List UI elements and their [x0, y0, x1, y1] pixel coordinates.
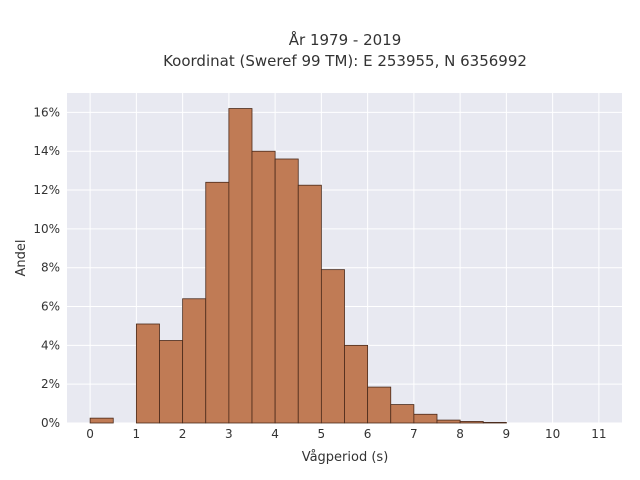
- histogram-bar: [182, 298, 207, 424]
- histogram-bar: [344, 344, 369, 424]
- x-axis-label: Vågperiod (s): [302, 450, 389, 465]
- x-tick-label: 8: [456, 427, 464, 441]
- histogram-bar: [297, 184, 322, 424]
- y-tick-label: 14%: [33, 144, 60, 158]
- histogram-bar: [228, 108, 253, 424]
- chart-title-line2: Koordinat (Sweref 99 TM): E 253955, N 63…: [163, 52, 527, 70]
- histogram-bar: [390, 404, 415, 424]
- x-tick-label: 1: [133, 427, 141, 441]
- x-tick-label: 5: [318, 427, 326, 441]
- y-tick-label: 2%: [41, 377, 60, 391]
- x-tick-label: 0: [86, 427, 94, 441]
- y-tick-label: 4%: [41, 338, 60, 352]
- x-tick-label: 10: [545, 427, 560, 441]
- histogram-bar: [251, 150, 276, 424]
- histogram-bar: [459, 421, 484, 424]
- histogram-bar: [482, 422, 507, 424]
- y-tick-label: 12%: [33, 183, 60, 197]
- y-tick-label: 10%: [33, 222, 60, 236]
- x-tick-labels: 0 1 2 3 4 5 6 7 8 9 10 11: [86, 427, 606, 441]
- y-axis-label: Andel: [14, 240, 29, 277]
- y-tick-label: 16%: [33, 105, 60, 119]
- x-tick-label: 9: [503, 427, 511, 441]
- histogram-bar: [320, 269, 345, 424]
- histogram-bar: [135, 323, 160, 424]
- x-tick-label: 3: [225, 427, 233, 441]
- x-tick-label: 7: [410, 427, 418, 441]
- histogram-bar: [436, 419, 461, 424]
- histogram-bar: [89, 417, 114, 424]
- x-tick-label: 2: [179, 427, 187, 441]
- x-tick-label: 11: [591, 427, 606, 441]
- histogram-bar: [274, 158, 299, 424]
- histogram-bar: [413, 413, 438, 424]
- x-tick-label: 6: [364, 427, 372, 441]
- bars: [89, 108, 507, 424]
- y-tick-labels: 0% 2% 4% 6% 8% 10% 12% 14% 16%: [33, 105, 60, 430]
- histogram-bar: [159, 340, 184, 424]
- y-tick-label: 0%: [41, 416, 60, 430]
- x-tick-label: 4: [271, 427, 279, 441]
- y-tick-label: 8%: [41, 261, 60, 275]
- histogram-bar: [205, 181, 230, 424]
- chart-title-line1: År 1979 - 2019: [289, 30, 402, 49]
- histogram-bar: [367, 386, 392, 424]
- y-tick-label: 6%: [41, 300, 60, 314]
